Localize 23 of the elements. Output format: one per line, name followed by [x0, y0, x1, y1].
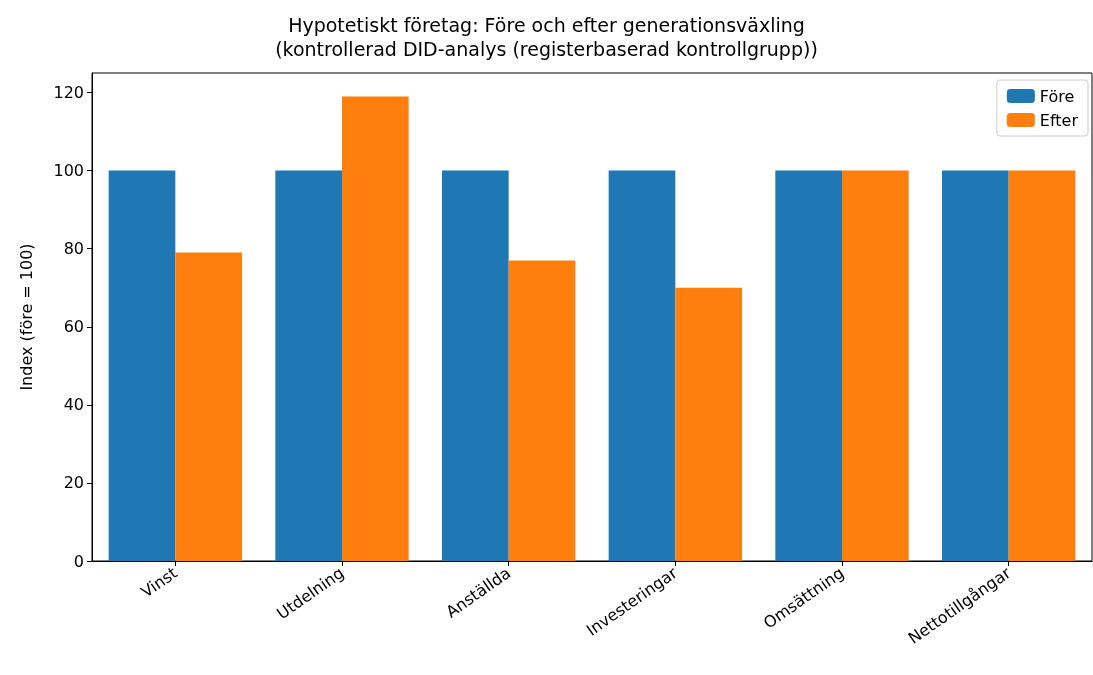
legend-label: Före	[1039, 86, 1075, 106]
y-tick-label: 120	[53, 83, 84, 103]
bar	[342, 96, 409, 561]
bar	[675, 287, 742, 561]
legend-label: Efter	[1039, 110, 1079, 130]
y-tick-label: 60	[63, 317, 84, 337]
bar	[942, 170, 1009, 561]
bar	[442, 170, 509, 561]
y-tick-label: 40	[63, 395, 84, 415]
bar	[108, 170, 176, 561]
y-tick-label: 20	[63, 473, 84, 493]
bar	[608, 170, 676, 561]
bar	[775, 170, 842, 561]
bar	[175, 252, 242, 561]
bar	[842, 170, 909, 561]
bar	[1008, 170, 1076, 561]
y-tick-label: 80	[63, 239, 84, 259]
bar	[275, 170, 342, 561]
y-axis-title: Index (före = 100)	[16, 243, 36, 391]
chart-title: Hypotetiskt företag: Före och efter generationsväxling (kontrollerad DID-analys (registerbaserad kontrollgrupp))	[275, 14, 818, 60]
y-tick-label: 100	[53, 161, 84, 181]
y-tick-label: 0	[73, 551, 84, 571]
bar	[508, 260, 576, 561]
